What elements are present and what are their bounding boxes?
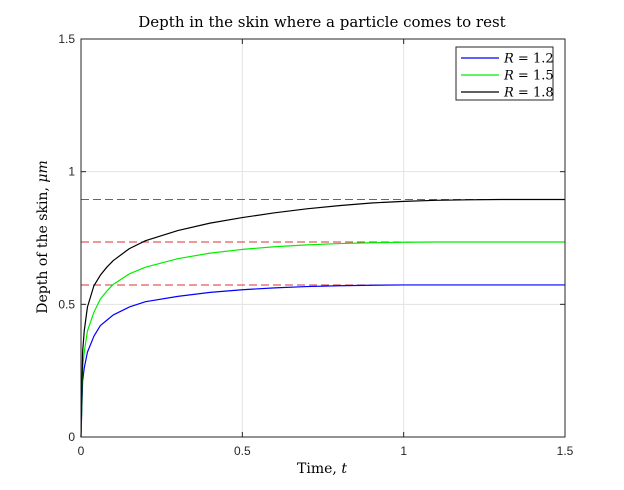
legend-box	[455, 46, 554, 101]
legend: R = 1.2R = 1.5R = 1.8	[455, 46, 554, 101]
y-tick-label: 1.5	[58, 32, 75, 46]
x-tick-label: 1	[400, 444, 407, 458]
legend-label-value: = 1.2	[514, 52, 554, 67]
legend-label-1: R = 1.2	[503, 52, 554, 67]
x-axis-label-text: Time,	[297, 461, 341, 477]
legend-label-3: R = 1.8	[503, 86, 554, 101]
legend-label-variable: R	[503, 52, 514, 67]
legend-label-value: = 1.5	[514, 69, 554, 84]
chart-title: Depth in the skin where a particle comes…	[138, 13, 505, 31]
series-line-2	[80, 241, 565, 438]
y-tick-label: 0.5	[58, 297, 75, 311]
grid	[81, 39, 565, 437]
x-axis-label-variable: t	[341, 461, 347, 477]
legend-label-variable: R	[503, 69, 514, 84]
legend-label-2: R = 1.5	[503, 69, 554, 84]
x-tick-label: 1.5	[557, 444, 574, 458]
series-line-1	[80, 284, 565, 438]
y-tick-label: 0	[68, 430, 75, 444]
y-axis-label: Depth of the skin, μm	[35, 160, 51, 313]
y-axis-label-unit: μm	[35, 160, 51, 182]
y-axis-label-text: Depth of the skin,	[35, 183, 51, 314]
y-tick-label: 1	[68, 165, 75, 179]
series-lines	[80, 198, 565, 438]
plot-frame	[80, 38, 566, 438]
axis-ticks: 0 0.5 1 1.5 0 0.5 1 1.5	[58, 32, 573, 458]
x-tick-label: 0.5	[234, 444, 251, 458]
legend-label-value: = 1.8	[514, 86, 554, 101]
x-axis-label: Time, t	[297, 461, 347, 477]
legend-label-variable: R	[503, 86, 514, 101]
x-tick-label: 0	[78, 444, 85, 458]
series-line-3	[80, 198, 565, 438]
